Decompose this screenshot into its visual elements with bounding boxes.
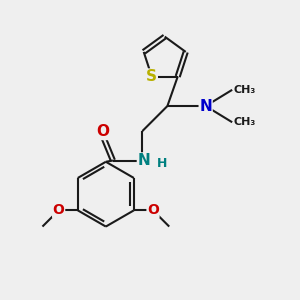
- Text: CH₃: CH₃: [233, 85, 255, 95]
- Text: CH₃: CH₃: [233, 117, 255, 127]
- Text: N: N: [137, 153, 150, 168]
- Text: O: O: [53, 203, 64, 218]
- Text: O: O: [96, 124, 109, 140]
- Text: N: N: [199, 98, 212, 113]
- Text: O: O: [147, 203, 159, 218]
- Text: S: S: [146, 69, 157, 84]
- Text: H: H: [157, 157, 167, 170]
